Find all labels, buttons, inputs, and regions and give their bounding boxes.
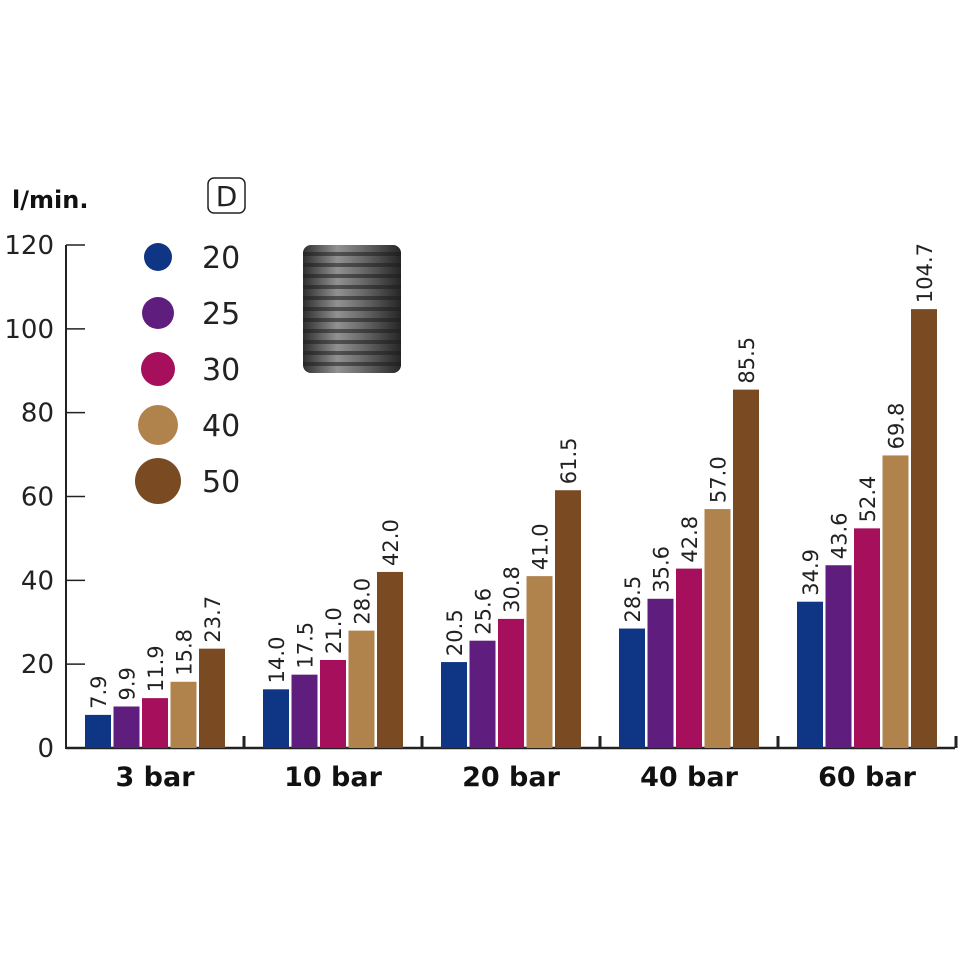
screw-thread <box>303 274 401 278</box>
x-category-label: 20 bar <box>462 762 561 793</box>
x-category-label: 40 bar <box>640 762 739 793</box>
value-label: 57.0 <box>707 456 731 503</box>
bar-50-10-bar <box>377 571 403 748</box>
screw-thread <box>303 263 401 267</box>
bar-50-20-bar <box>555 490 581 748</box>
legend-marker-25 <box>142 297 174 329</box>
bar-50-60-bar <box>911 309 937 748</box>
bar-25-3-bar <box>113 706 140 748</box>
value-label: 25.6 <box>472 588 496 635</box>
legend-marker-50 <box>135 458 181 504</box>
bar-20-40-bar <box>619 628 645 748</box>
legend-title-box <box>207 177 246 214</box>
y-tick-label: 40 <box>21 566 54 596</box>
screw-thread <box>303 252 401 256</box>
bar-50-40-bar <box>733 389 759 748</box>
value-label: 61.5 <box>557 437 581 484</box>
value-label: 7.9 <box>87 675 111 708</box>
value-label: 20.5 <box>443 609 467 656</box>
value-label: 34.9 <box>799 549 823 596</box>
value-label: 52.4 <box>856 476 880 523</box>
y-tick-label: 60 <box>21 483 54 513</box>
value-label: 30.8 <box>500 566 524 613</box>
screw-thread <box>303 296 401 300</box>
legend-title: D <box>216 180 238 213</box>
value-label: 42.8 <box>678 516 702 563</box>
x-category-label: 60 bar <box>818 762 917 793</box>
y-axis-label: l/min. <box>12 186 88 214</box>
bar-40-40-bar <box>704 509 731 748</box>
legend-label: 20 <box>202 241 240 276</box>
x-category-label: 10 bar <box>284 762 383 793</box>
y-tick-label: 100 <box>4 315 54 345</box>
value-label: 14.0 <box>265 637 289 684</box>
value-label: 41.0 <box>529 523 553 570</box>
legend-label: 50 <box>202 465 240 500</box>
value-label: 43.6 <box>828 512 852 559</box>
y-tick-label: 80 <box>21 399 54 429</box>
bar-30-10-bar <box>320 659 346 748</box>
bar-20-10-bar <box>263 689 289 748</box>
screw-thread <box>303 318 401 322</box>
bar-20-20-bar <box>441 662 467 748</box>
screw-thread <box>303 307 401 311</box>
legend-label: 25 <box>202 297 240 332</box>
bar-25-10-bar <box>291 674 318 748</box>
legend-marker-20 <box>144 243 172 271</box>
y-tick-label: 20 <box>21 650 54 680</box>
y-tick-label: 120 <box>4 231 54 261</box>
screw-image <box>303 245 401 373</box>
bar-30-40-bar <box>676 568 702 748</box>
bar-20-3-bar <box>85 714 111 748</box>
bar-40-20-bar <box>526 576 553 748</box>
screw-thread <box>303 285 401 289</box>
bar-25-40-bar <box>647 598 674 748</box>
bar-40-60-bar <box>882 455 909 748</box>
legend-marker-30 <box>141 352 175 386</box>
legend-label: 30 <box>202 353 240 388</box>
x-category-label: 3 bar <box>115 762 195 793</box>
value-label: 11.9 <box>144 645 168 692</box>
bar-50-3-bar <box>199 648 225 748</box>
legend-label: 40 <box>202 409 240 444</box>
screw-thread <box>303 362 401 366</box>
value-label: 69.8 <box>885 403 909 450</box>
value-label: 21.0 <box>322 607 346 654</box>
value-label: 28.5 <box>621 576 645 623</box>
bar-30-60-bar <box>854 528 880 748</box>
y-tick-label: 0 <box>37 734 54 764</box>
value-label: 9.9 <box>116 667 140 700</box>
value-label: 23.7 <box>201 596 225 643</box>
bar-40-10-bar <box>348 630 375 748</box>
value-label: 42.0 <box>379 519 403 566</box>
value-label: 28.0 <box>351 578 375 625</box>
value-label: 15.8 <box>173 629 197 676</box>
bar-25-20-bar <box>469 640 496 748</box>
value-label: 35.6 <box>650 546 674 593</box>
bar-20-60-bar <box>797 601 823 748</box>
bar-30-3-bar <box>142 698 168 748</box>
screw-thread <box>303 329 401 333</box>
bar-40-3-bar <box>170 681 197 748</box>
screw-thread <box>303 351 401 355</box>
value-label: 85.5 <box>735 337 759 384</box>
bar-30-20-bar <box>498 618 524 748</box>
legend-marker-40 <box>138 405 178 445</box>
value-label: 17.5 <box>294 622 318 669</box>
bar-25-60-bar <box>825 565 852 748</box>
value-label: 104.7 <box>913 243 937 303</box>
screw-thread <box>303 340 401 344</box>
